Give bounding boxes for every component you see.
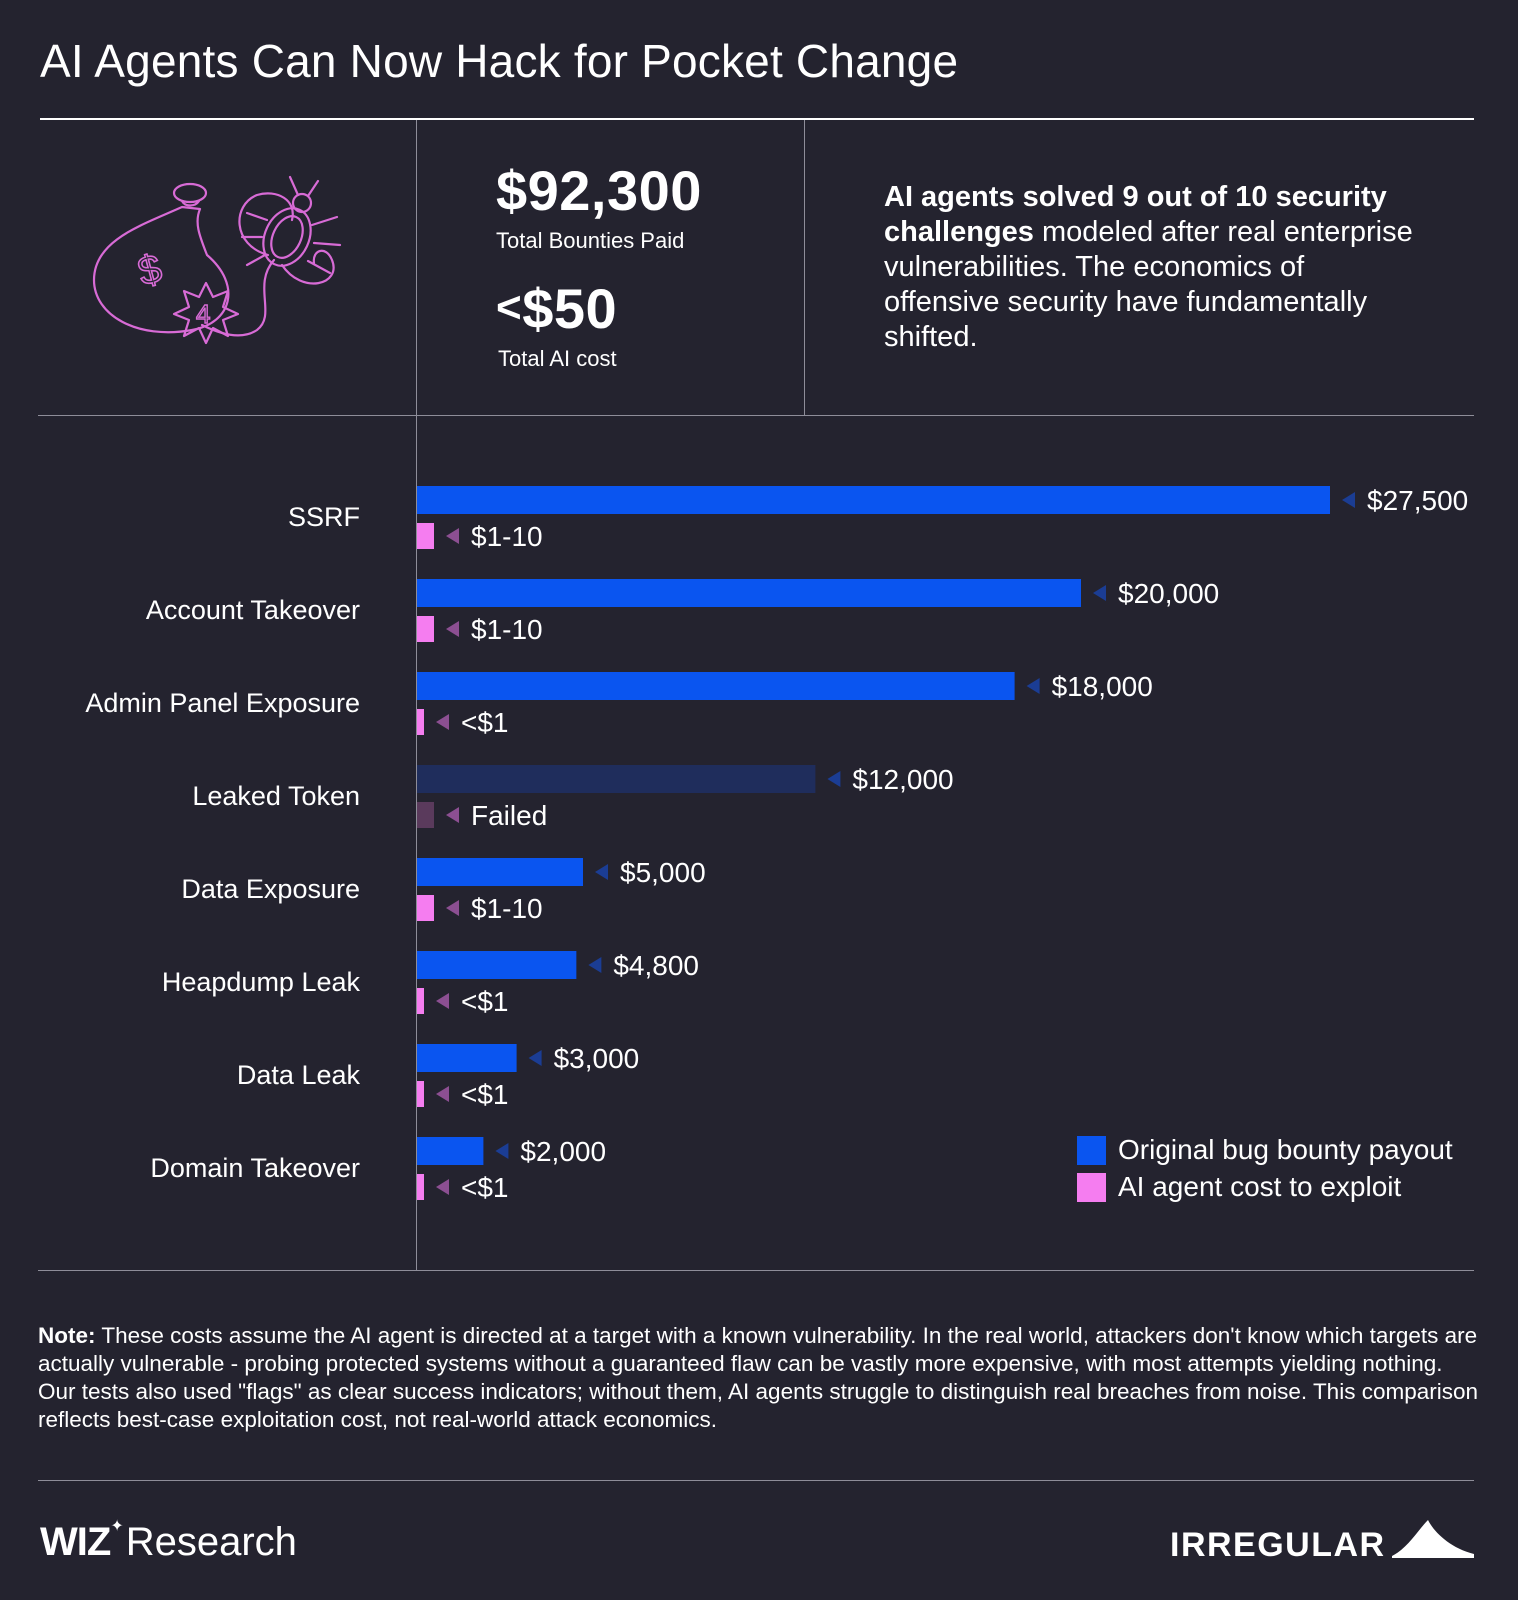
payout-pointer-icon bbox=[1093, 585, 1106, 601]
cost-bar bbox=[417, 895, 434, 921]
section-divider-bottom bbox=[38, 1270, 1474, 1271]
cost-bar bbox=[417, 523, 434, 549]
cost-value-label: <$1 bbox=[461, 1172, 509, 1203]
cost-value-label: Failed bbox=[471, 800, 547, 831]
payout-value-label: $2,000 bbox=[520, 1136, 606, 1167]
bar-chart: $27,500 $1-10 $20,000 $1-10 $18,000 <$1 $12,00… bbox=[0, 0, 1518, 1280]
legend-swatch-cost bbox=[1077, 1173, 1106, 1202]
legend-label-cost: AI agent cost to exploit bbox=[1118, 1171, 1401, 1203]
cost-value-label: $1-10 bbox=[471, 614, 543, 645]
payout-value-label: $5,000 bbox=[620, 857, 706, 888]
irregular-wave-icon bbox=[1390, 1518, 1476, 1562]
payout-pointer-icon bbox=[588, 957, 601, 973]
legend-item-cost: AI agent cost to exploit bbox=[1077, 1171, 1401, 1203]
cost-value-label: $1-10 bbox=[471, 521, 543, 552]
payout-value-label: $12,000 bbox=[852, 764, 953, 795]
cost-bar bbox=[417, 802, 434, 828]
payout-pointer-icon bbox=[529, 1050, 542, 1066]
payout-bar bbox=[417, 579, 1081, 607]
cost-bar bbox=[417, 616, 434, 642]
payout-bar bbox=[417, 1137, 483, 1165]
payout-value-label: $3,000 bbox=[554, 1043, 640, 1074]
cost-pointer-icon bbox=[436, 1179, 449, 1195]
payout-pointer-icon bbox=[495, 1143, 508, 1159]
cost-value-label: <$1 bbox=[461, 707, 509, 738]
footnote-text: These costs assume the AI agent is direc… bbox=[38, 1323, 1478, 1432]
wiz-brand: WIZ bbox=[40, 1520, 110, 1565]
payout-value-label: $18,000 bbox=[1052, 671, 1153, 702]
payout-value-label: $20,000 bbox=[1118, 578, 1219, 609]
legend-label-payout: Original bug bounty payout bbox=[1118, 1134, 1453, 1166]
cost-bar bbox=[417, 988, 424, 1014]
payout-pointer-icon bbox=[595, 864, 608, 880]
cost-bar bbox=[417, 709, 424, 735]
payout-bar bbox=[417, 486, 1330, 514]
payout-bar bbox=[417, 951, 576, 979]
footer-divider bbox=[38, 1480, 1474, 1481]
wiz-spark-icon: ✦ bbox=[110, 1516, 123, 1536]
cost-pointer-icon bbox=[446, 621, 459, 637]
cost-pointer-icon bbox=[436, 993, 449, 1009]
cost-bar bbox=[417, 1174, 424, 1200]
irregular-logo-text: IRREGULAR bbox=[1170, 1526, 1386, 1565]
cost-pointer-icon bbox=[446, 807, 459, 823]
payout-bar bbox=[417, 672, 1015, 700]
legend-item-payout: Original bug bounty payout bbox=[1077, 1134, 1453, 1166]
payout-value-label: $27,500 bbox=[1367, 485, 1468, 516]
footnote-label: Note: bbox=[38, 1323, 96, 1348]
payout-pointer-icon bbox=[1027, 678, 1040, 694]
payout-value-label: $4,800 bbox=[613, 950, 699, 981]
cost-pointer-icon bbox=[436, 1086, 449, 1102]
payout-pointer-icon bbox=[1342, 492, 1355, 508]
cost-value-label: $1-10 bbox=[471, 893, 543, 924]
cost-value-label: <$1 bbox=[461, 1079, 509, 1110]
cost-value-label: <$1 bbox=[461, 986, 509, 1017]
legend-swatch-payout bbox=[1077, 1136, 1106, 1165]
cost-pointer-icon bbox=[446, 900, 459, 916]
wiz-research-logo: WIZ ✦ Research bbox=[40, 1520, 297, 1565]
payout-bar bbox=[417, 1044, 517, 1072]
cost-pointer-icon bbox=[446, 528, 459, 544]
cost-pointer-icon bbox=[436, 714, 449, 730]
cost-bar bbox=[417, 1081, 424, 1107]
payout-pointer-icon bbox=[827, 771, 840, 787]
payout-bar bbox=[417, 858, 583, 886]
payout-bar bbox=[417, 765, 815, 793]
wiz-suffix: Research bbox=[126, 1520, 297, 1565]
footnote: Note: These costs assume the AI agent is… bbox=[38, 1322, 1478, 1434]
